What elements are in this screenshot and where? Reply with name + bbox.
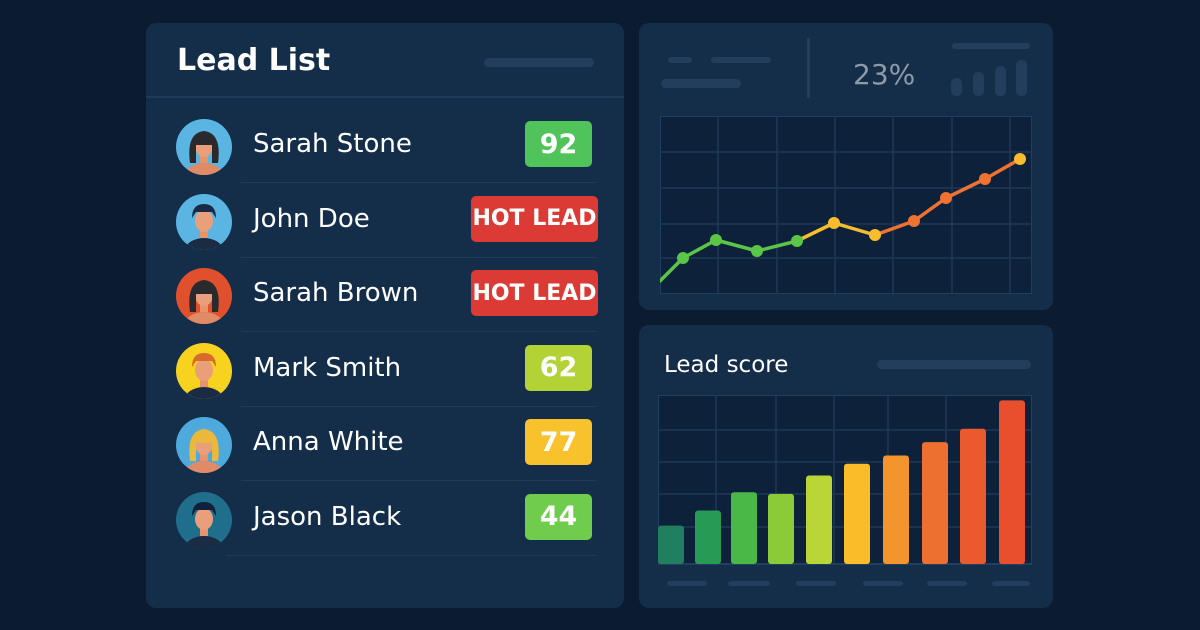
score-badge: 62 [525, 344, 592, 391]
signal-bar-icon [973, 72, 984, 96]
lead-row[interactable]: Jason Black 44 [146, 482, 624, 556]
lead-score-panel: Lead score [639, 325, 1053, 608]
lead-row[interactable]: Sarah Brown HOT LEAD [146, 258, 624, 332]
person-icon [184, 131, 224, 175]
score-badge: 77 [525, 419, 592, 465]
lead-row[interactable]: Mark Smith 62 [146, 333, 624, 407]
row-divider [241, 405, 596, 407]
lead-list-panel: Lead List Sarah Stone 92 John Doe HOT LE… [146, 23, 624, 608]
score-badge: 44 [525, 493, 592, 540]
lead-name: Sarah Stone [253, 129, 412, 159]
row-divider [226, 554, 596, 556]
signal-bar-icon [995, 66, 1006, 96]
lead-row[interactable]: Sarah Stone 92 [146, 109, 624, 183]
score-badge: 92 [525, 121, 592, 167]
row-divider [241, 182, 596, 183]
person-icon [184, 429, 224, 473]
placeholder-bar [711, 57, 771, 63]
signal-bar-icon [951, 78, 962, 96]
row-divider [241, 480, 596, 481]
trend-line-chart [660, 116, 1032, 294]
avatar [176, 193, 232, 250]
lead-name: Sarah Brown [253, 278, 419, 308]
percent-value: 23% [853, 58, 916, 91]
hot-lead-badge: HOT LEAD [471, 270, 598, 316]
lead-row[interactable]: Anna White 77 [146, 407, 624, 481]
placeholder-bar [668, 57, 692, 63]
avatar [176, 491, 232, 548]
lead-list-title: Lead List [177, 43, 331, 78]
avatar [176, 417, 232, 473]
person-icon [184, 280, 224, 324]
lead-name: John Doe [253, 203, 370, 234]
header-placeholder-bar [484, 58, 594, 67]
row-divider [241, 256, 596, 258]
row-divider [241, 331, 596, 332]
trend-panel: 23% [639, 23, 1053, 310]
avatar [176, 119, 232, 175]
header-placeholder-bar [877, 360, 1031, 369]
avatar [176, 268, 232, 324]
person-icon [184, 501, 224, 548]
placeholder-bar [952, 43, 1030, 49]
lead-row[interactable]: John Doe HOT LEAD [146, 184, 624, 258]
header-divider [146, 96, 624, 98]
person-icon [184, 352, 224, 399]
lead-name: Jason Black [253, 501, 402, 532]
lead-name: Mark Smith [253, 352, 402, 383]
avatar [176, 342, 232, 399]
vertical-divider [807, 38, 810, 98]
hot-lead-badge: HOT LEAD [471, 195, 598, 242]
person-icon [184, 203, 224, 250]
placeholder-bar [661, 79, 741, 88]
lead-score-title: Lead score [664, 352, 789, 378]
lead-score-bar-chart [658, 395, 1032, 586]
signal-bar-icon [1016, 60, 1027, 96]
lead-name: Anna White [253, 427, 404, 457]
